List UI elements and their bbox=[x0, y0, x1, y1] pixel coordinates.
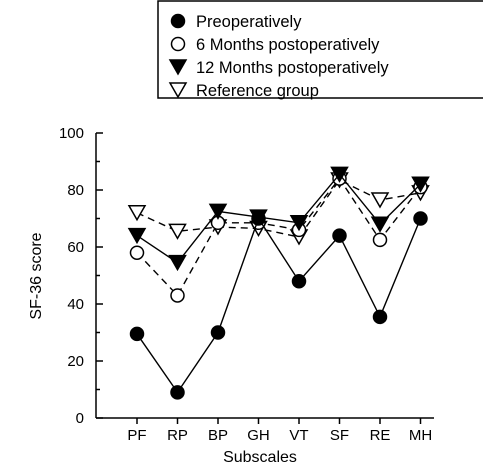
legend-item-2: 12 Months postoperatively bbox=[168, 59, 389, 77]
data-point bbox=[330, 166, 349, 183]
data-point bbox=[332, 228, 347, 243]
x-axis-title: Subscales bbox=[223, 449, 297, 466]
legend-item-3: Reference group bbox=[168, 82, 319, 100]
data-point bbox=[413, 211, 428, 226]
data-point bbox=[127, 205, 147, 222]
legend-marker bbox=[170, 13, 186, 29]
legend-label: 12 Months postoperatively bbox=[196, 59, 389, 77]
data-point bbox=[129, 326, 145, 342]
data-point bbox=[129, 245, 145, 260]
data-point bbox=[208, 203, 228, 220]
x-tick-label-pf: PF bbox=[127, 427, 146, 444]
y-tick-label: 100 bbox=[59, 125, 84, 142]
series-layer bbox=[127, 166, 430, 400]
data-point bbox=[168, 223, 187, 240]
y-axis-title: SF-36 score bbox=[28, 232, 45, 319]
legend-item-0: Preoperatively bbox=[170, 13, 302, 31]
series-line bbox=[136, 216, 422, 394]
data-point bbox=[289, 215, 309, 232]
series-0 bbox=[129, 211, 428, 400]
data-point bbox=[372, 232, 388, 248]
data-point bbox=[370, 216, 390, 233]
data-point bbox=[170, 288, 185, 303]
legend-item-1: 6 Months postoperatively bbox=[170, 36, 380, 54]
data-point bbox=[127, 227, 147, 245]
data-point bbox=[372, 309, 388, 325]
series-2 bbox=[127, 166, 430, 272]
data-point bbox=[170, 385, 185, 400]
y-tick-label: 40 bbox=[67, 296, 84, 313]
data-point bbox=[370, 192, 390, 209]
series-line bbox=[136, 179, 421, 238]
data-point bbox=[168, 254, 187, 272]
legend-marker bbox=[168, 59, 188, 76]
data-point bbox=[411, 176, 430, 193]
x-tick-label-re: RE bbox=[370, 427, 391, 444]
x-tick-label-mh: MH bbox=[409, 427, 432, 444]
legend-label: Preoperatively bbox=[196, 13, 302, 31]
legend-label: Reference group bbox=[196, 82, 319, 100]
data-point bbox=[210, 325, 226, 340]
legend: Preoperatively 6 Months postoperatively 12… bbox=[157, 0, 483, 100]
x-tick-label-sf: SF bbox=[330, 427, 349, 444]
y-tick-label: 20 bbox=[67, 353, 84, 370]
x-tick-label-rp: RP bbox=[167, 427, 188, 444]
legend-marker bbox=[168, 82, 188, 99]
data-point bbox=[291, 273, 307, 289]
series-1 bbox=[129, 171, 428, 303]
legend-frame bbox=[157, 0, 483, 99]
series-line bbox=[136, 173, 421, 264]
series-3 bbox=[127, 172, 430, 246]
x-tick-label-gh: GH bbox=[247, 427, 270, 444]
axes: 0 20 40 60 80 100 PF RP BP GH VT SF RE MH SF-36 scor… bbox=[28, 125, 434, 466]
x-tick-label-vt: VT bbox=[289, 427, 308, 444]
y-tick-label: 80 bbox=[67, 182, 84, 199]
legend-marker bbox=[170, 36, 186, 52]
series-line bbox=[136, 177, 422, 297]
data-point bbox=[251, 211, 266, 226]
x-tick-label-bp: BP bbox=[208, 427, 228, 444]
legend-label: 6 Months postoperatively bbox=[196, 36, 380, 54]
y-tick-label: 0 bbox=[76, 410, 84, 427]
y-tick-label: 60 bbox=[67, 239, 84, 256]
